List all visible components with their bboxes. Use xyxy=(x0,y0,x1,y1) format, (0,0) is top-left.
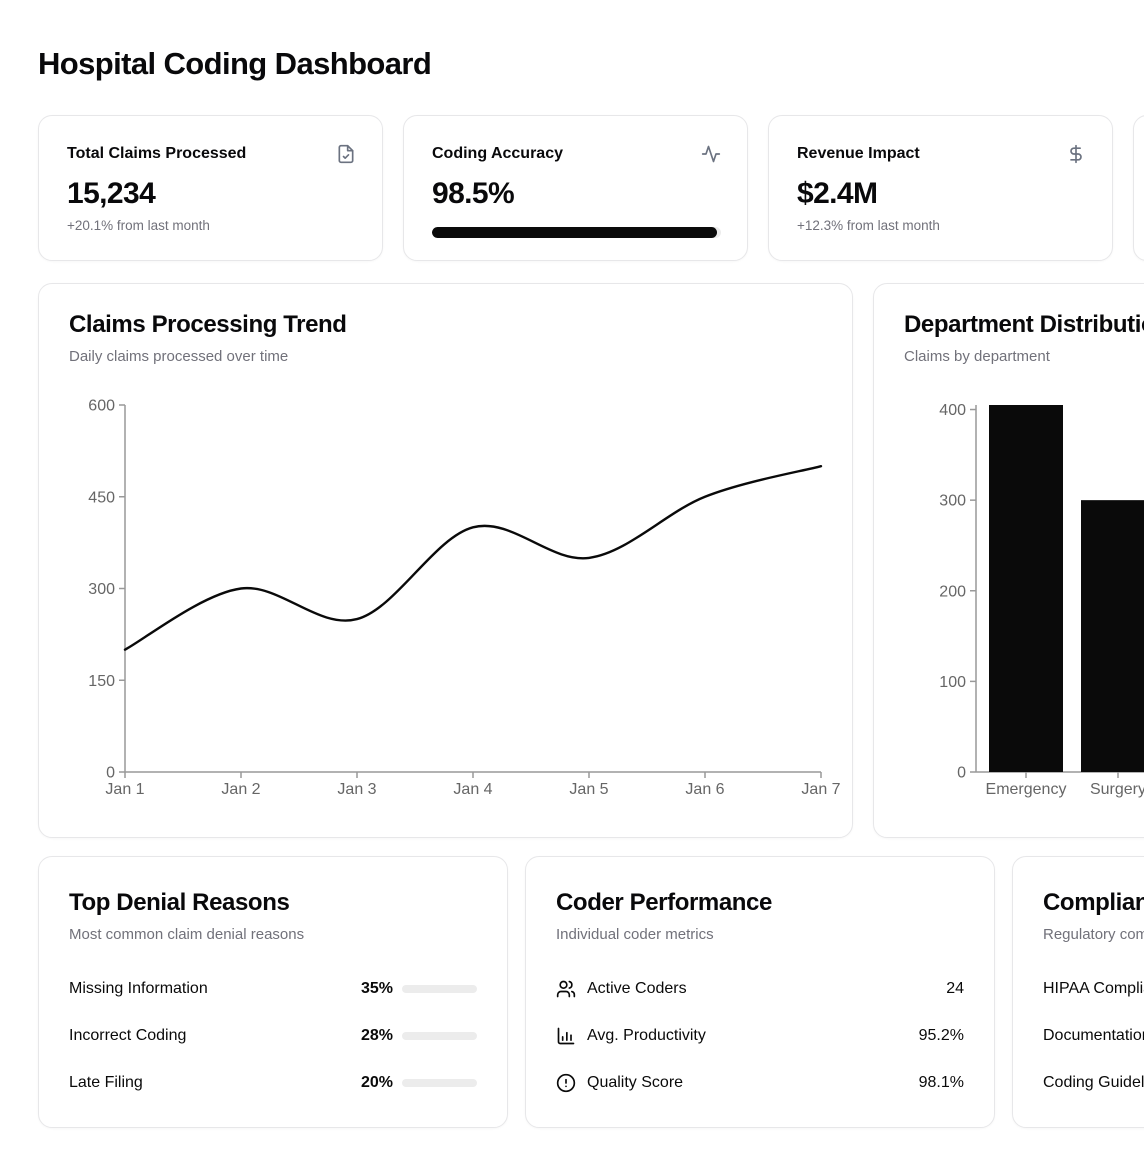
stat-value: $2.4M xyxy=(797,177,878,210)
page-title: Hospital Coding Dashboard xyxy=(38,46,432,81)
svg-text:100: 100 xyxy=(939,674,966,691)
users-icon xyxy=(556,979,576,999)
compliance-row: Documentation xyxy=(1043,1026,1144,1046)
coder-metric-label: Quality Score xyxy=(587,1074,684,1091)
svg-text:0: 0 xyxy=(957,765,966,782)
svg-text:Jan 5: Jan 5 xyxy=(569,781,608,798)
stat-value: 98.5% xyxy=(432,177,515,210)
top-denial-reasons-card: Top Denial Reasons Most common claim den… xyxy=(38,856,508,1128)
compliance-row: HIPAA Compliance xyxy=(1043,979,1144,999)
panel-subtitle: Regulatory compliance status xyxy=(1043,926,1144,943)
chart-subtitle: Claims by department xyxy=(904,348,1050,365)
svg-text:600: 600 xyxy=(88,398,115,415)
coder-metric-label: Active Coders xyxy=(587,980,687,997)
stat-change: +12.3% from last month xyxy=(797,218,940,233)
svg-text:Surgery: Surgery xyxy=(1090,781,1144,798)
bar-chart-icon xyxy=(556,1026,576,1046)
alert-circle-icon xyxy=(556,1073,576,1093)
denial-pct: 20% xyxy=(360,1074,393,1091)
denial-reason-label: Missing Information xyxy=(69,980,208,997)
svg-text:300: 300 xyxy=(939,493,966,510)
panel-title: Coder Performance xyxy=(556,889,772,916)
compliance-row: Coding Guidelines xyxy=(1043,1073,1144,1093)
stat-value: 15,234 xyxy=(67,177,156,210)
stat-label: Total Claims Processed xyxy=(67,145,247,162)
stat-change: +20.1% from last month xyxy=(67,218,210,233)
compliance-label: Documentation xyxy=(1043,1027,1144,1044)
stat-card-revenue-impact: Revenue Impact $2.4M +12.3% from last mo… xyxy=(768,115,1113,261)
denial-row: Incorrect Coding 28% xyxy=(69,1026,477,1046)
accuracy-progress-fill xyxy=(432,227,717,238)
coder-metric-row: Quality Score 98.1% xyxy=(556,1073,964,1093)
denial-pct: 28% xyxy=(360,1027,393,1044)
denial-row: Late Filing 20% xyxy=(69,1073,477,1093)
svg-text:Jan 3: Jan 3 xyxy=(337,781,376,798)
denial-pct: 35% xyxy=(360,980,393,997)
denial-progress-track xyxy=(402,1079,477,1087)
stat-card-coding-accuracy: Coding Accuracy 98.5% xyxy=(403,115,748,261)
svg-text:Jan 7: Jan 7 xyxy=(801,781,840,798)
svg-text:150: 150 xyxy=(88,673,115,690)
svg-text:400: 400 xyxy=(939,402,966,419)
department-bar-chart: 0 100 200 300 400 Emergency Surgery xyxy=(939,402,1144,798)
svg-text:300: 300 xyxy=(88,581,115,598)
stat-card-clipped xyxy=(1133,115,1144,261)
denial-reason-label: Late Filing xyxy=(69,1074,143,1091)
svg-text:Jan 2: Jan 2 xyxy=(221,781,260,798)
svg-text:Jan 6: Jan 6 xyxy=(685,781,724,798)
coder-metric-row: Active Coders 24 xyxy=(556,979,964,999)
svg-text:Emergency: Emergency xyxy=(986,781,1067,798)
svg-text:Jan 1: Jan 1 xyxy=(105,781,144,798)
dollar-sign-icon xyxy=(1066,144,1086,164)
compliance-card: Compliance Regulatory compliance status … xyxy=(1012,856,1144,1128)
department-distribution-card: Department Distribution Claims by depart… xyxy=(873,283,1144,838)
accuracy-progress-track xyxy=(432,227,721,238)
chart-title: Department Distribution xyxy=(904,311,1144,338)
coder-metric-value: 98.1% xyxy=(918,1074,964,1091)
stat-card-total-claims: Total Claims Processed 15,234 +20.1% fro… xyxy=(38,115,383,261)
coder-metric-value: 24 xyxy=(946,980,964,997)
chart-title: Claims Processing Trend xyxy=(69,311,347,338)
panel-subtitle: Most common claim denial reasons xyxy=(69,926,305,943)
coder-metric-value: 95.2% xyxy=(918,1027,964,1044)
denial-reason-label: Incorrect Coding xyxy=(69,1027,187,1044)
panel-title: Top Denial Reasons xyxy=(69,889,290,916)
coder-performance-card: Coder Performance Individual coder metri… xyxy=(525,856,995,1128)
compliance-label: Coding Guidelines xyxy=(1043,1074,1144,1091)
file-check-icon xyxy=(336,144,356,164)
claims-trend-card: Claims Processing Trend Daily claims pro… xyxy=(38,283,853,838)
svg-text:0: 0 xyxy=(106,765,115,782)
svg-text:Jan 4: Jan 4 xyxy=(453,781,492,798)
claims-trend-line-chart: 0 150 300 450 600 Jan 1 Jan 2 Jan 3 Jan 4 Jan 5 Ja… xyxy=(88,398,840,799)
stat-label: Revenue Impact xyxy=(797,145,920,162)
activity-icon xyxy=(701,144,721,164)
panel-subtitle: Individual coder metrics xyxy=(556,926,714,943)
coder-metric-label: Avg. Productivity xyxy=(587,1027,706,1044)
coder-metric-row: Avg. Productivity 95.2% xyxy=(556,1026,964,1046)
compliance-label: HIPAA Compliance xyxy=(1043,980,1144,997)
panel-title: Compliance xyxy=(1043,889,1144,916)
stat-label: Coding Accuracy xyxy=(432,145,563,162)
denial-progress-track xyxy=(402,1032,477,1040)
svg-text:450: 450 xyxy=(88,489,115,506)
chart-subtitle: Daily claims processed over time xyxy=(69,348,289,365)
denial-progress-track xyxy=(402,985,477,993)
denial-row: Missing Information 35% xyxy=(69,979,477,999)
svg-text:200: 200 xyxy=(939,583,966,600)
